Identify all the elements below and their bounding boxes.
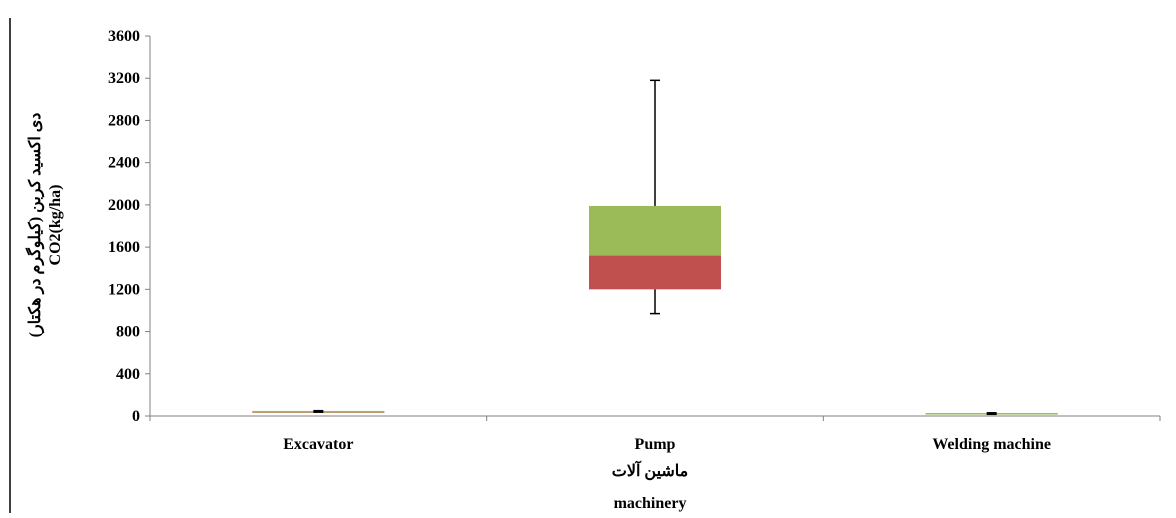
whisker-collapsed [986,412,997,416]
y-tick-label: 0 [132,408,140,425]
y-tick-label: 3600 [108,28,140,45]
y-tick-label: 1200 [108,281,140,298]
y-tick-label: 800 [116,324,140,341]
y-tick-label: 400 [116,366,140,383]
y-tick-label: 3200 [108,70,140,87]
y-axis-label: CO2(kg/ha) [47,185,64,266]
x-tick-label: Excavator [283,436,353,453]
whisker-collapsed [313,409,324,413]
x-tick-label: Pump [635,436,676,453]
x-tick-label: Welding machine [932,436,1051,453]
box-upper-segment [589,205,721,256]
y-tick-label: 1600 [108,239,140,256]
x-axis-label: machinery [614,495,687,512]
box-lower-segment [589,255,721,290]
y-tick-label: 2400 [108,155,140,172]
y-axis-label-persian: دی اکسید کربن (کیلوگرم در هکتار) [25,113,45,338]
y-tick-label: 2800 [108,112,140,129]
x-axis-label-persian: ماشین آلات [612,459,689,481]
y-tick-label: 2000 [108,197,140,214]
